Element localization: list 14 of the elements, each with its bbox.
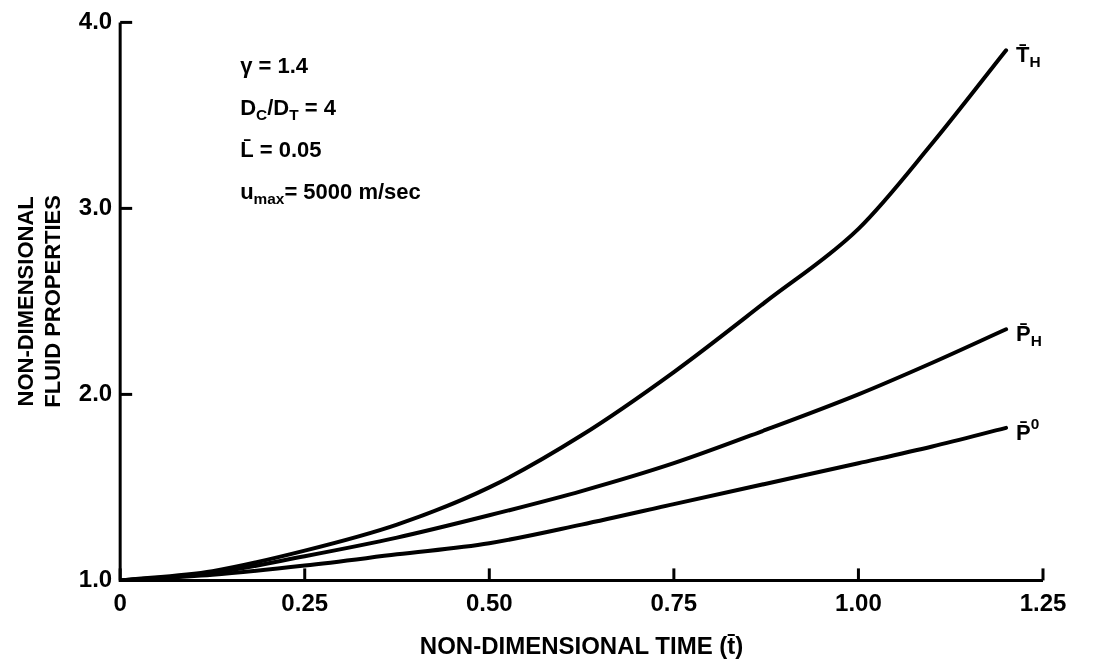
y-tick-label: 4.0: [78, 7, 113, 35]
x-tick-label: 1.25: [1019, 589, 1067, 617]
x-tick-label: 0: [113, 589, 127, 617]
x-tick-label: 1.00: [835, 589, 882, 617]
annotation: L̄ = 0.05: [240, 137, 322, 163]
y-tick-label: 3.0: [78, 193, 113, 221]
annotation: γ = 1.4: [240, 53, 309, 79]
y-axis-title: NON-DIMENSIONAL FLUID PROPERTIES: [13, 195, 65, 408]
x-tick-label: 0.75: [650, 589, 698, 617]
x-tick-label: 0.25: [281, 589, 329, 617]
y-tick-label: 1.0: [78, 565, 113, 593]
x-tick-label: 0.50: [465, 589, 513, 617]
x-axis-title: NON-DIMENSIONAL TIME (t̄): [419, 632, 744, 660]
y-tick-label: 2.0: [78, 379, 113, 407]
